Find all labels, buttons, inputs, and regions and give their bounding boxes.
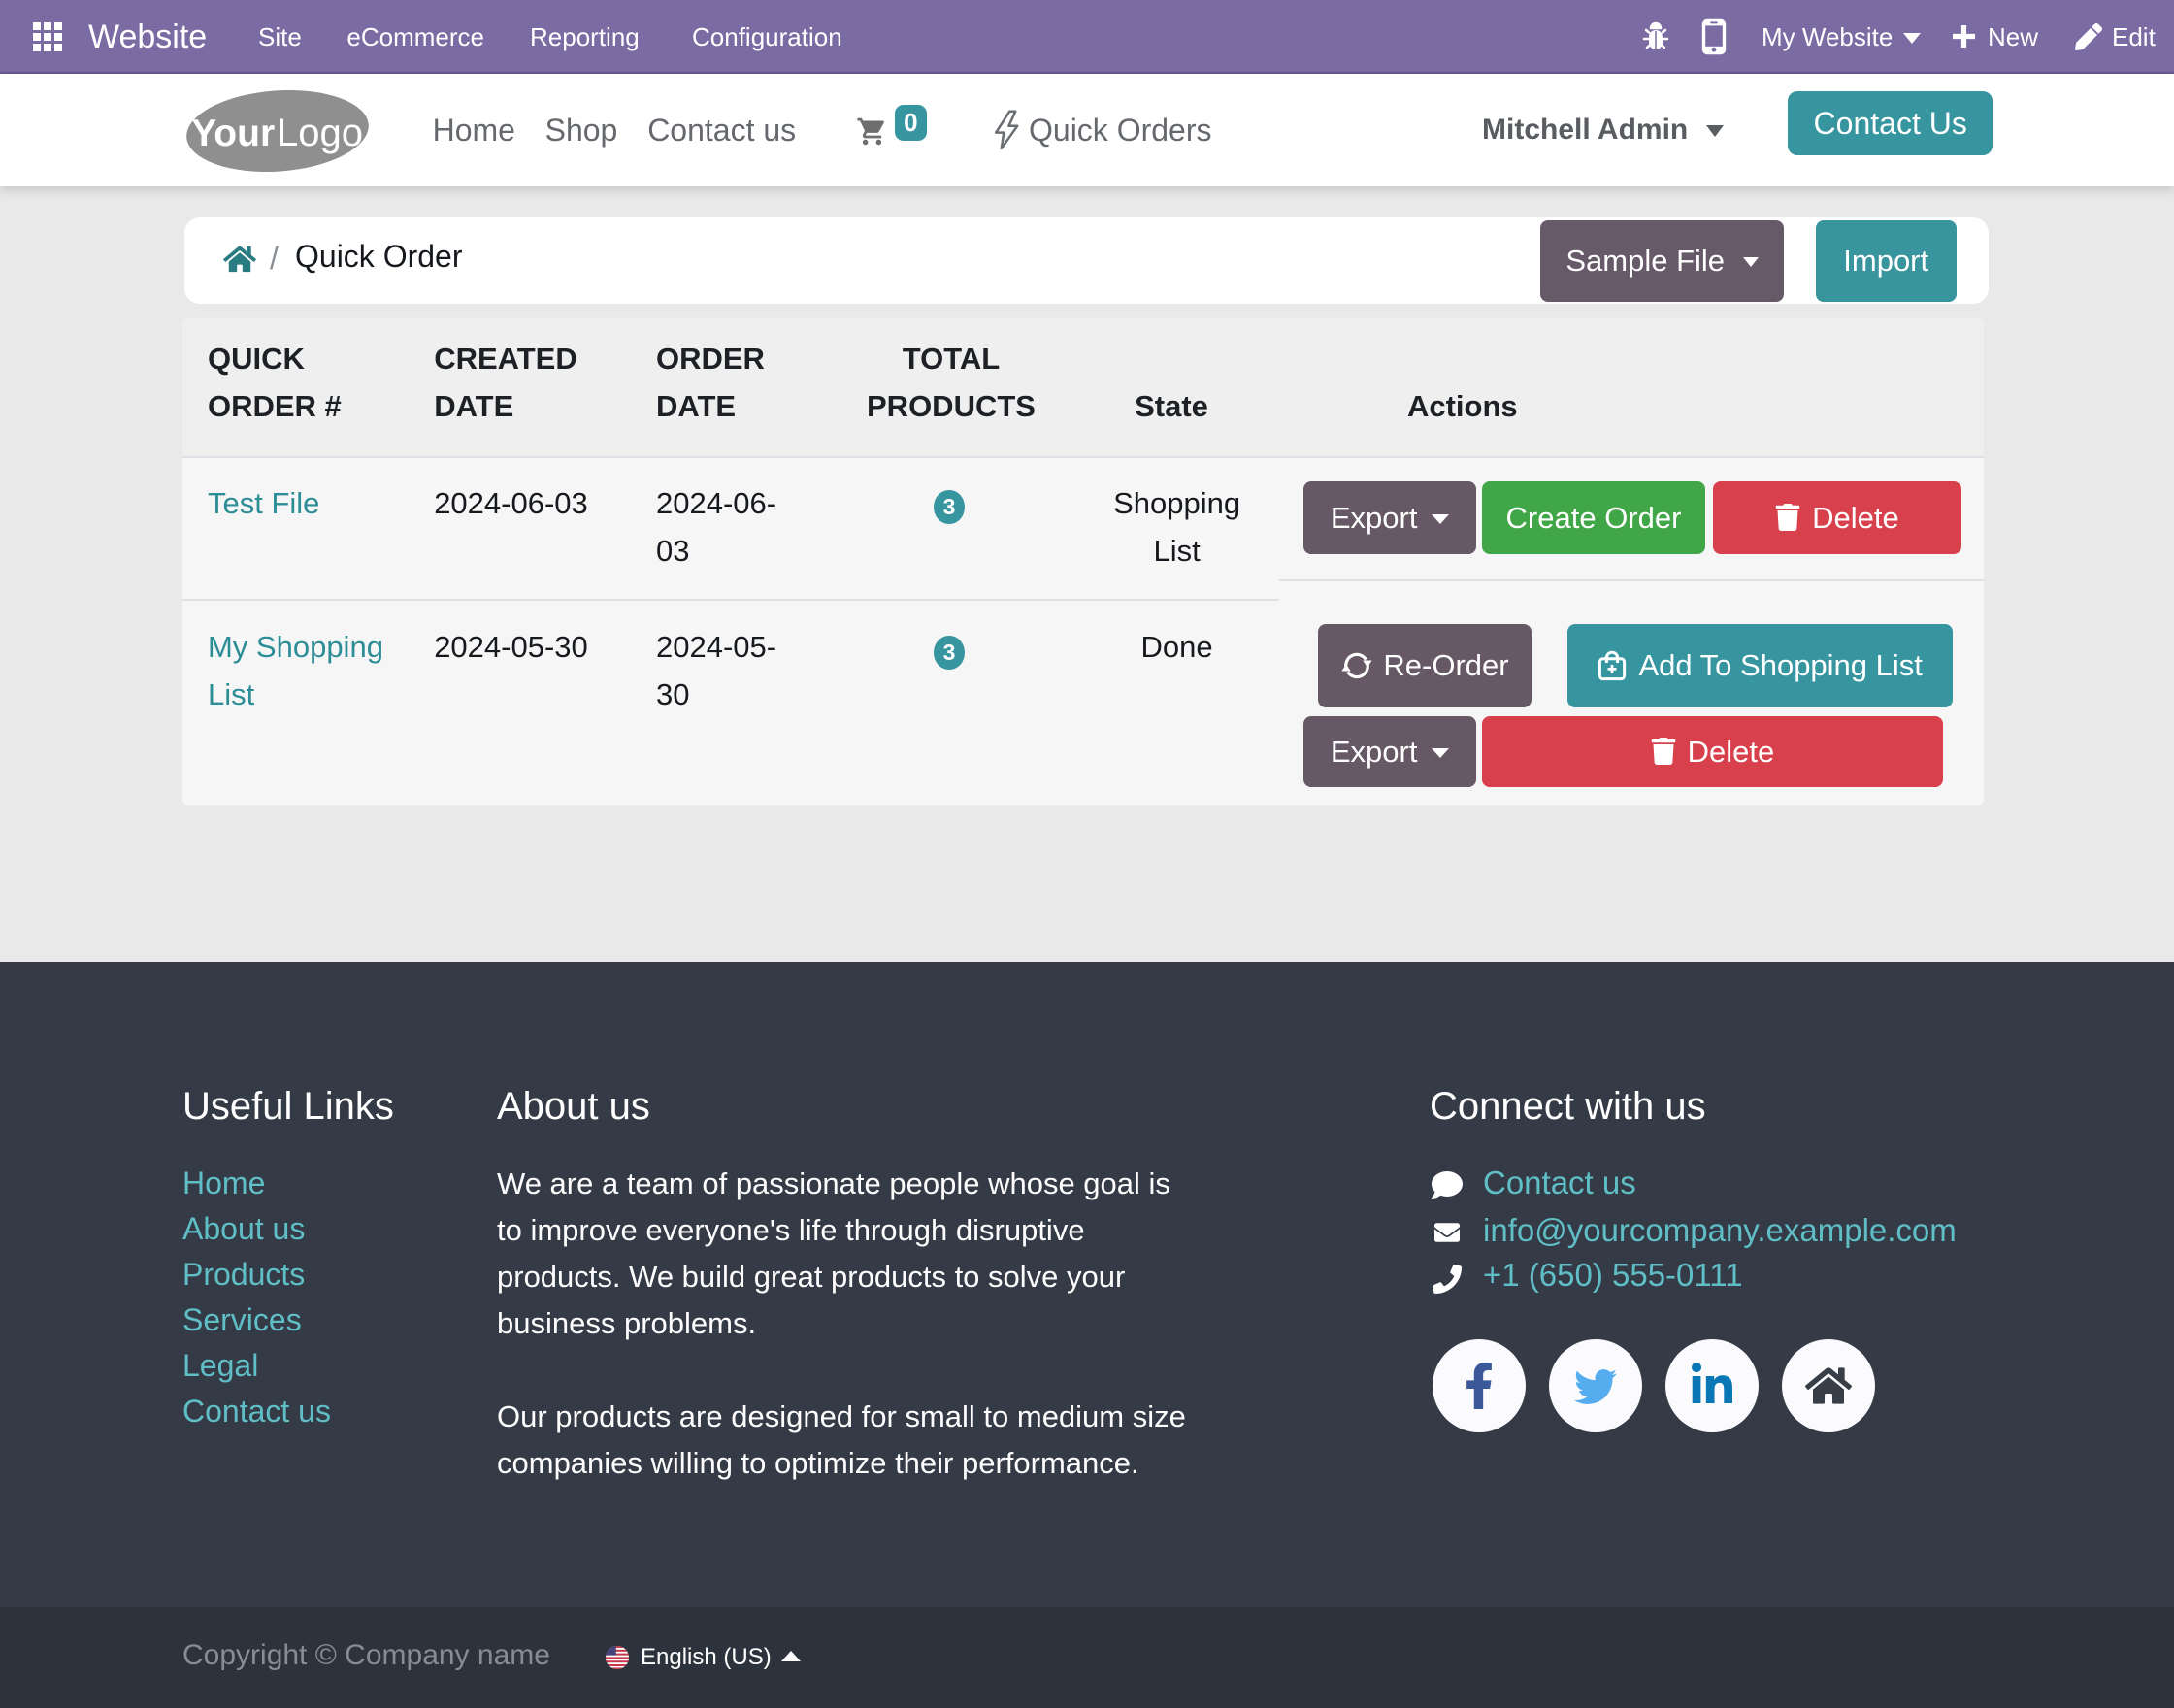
svg-text:Logo: Logo bbox=[277, 112, 363, 154]
svg-text:Your: Your bbox=[191, 113, 275, 154]
